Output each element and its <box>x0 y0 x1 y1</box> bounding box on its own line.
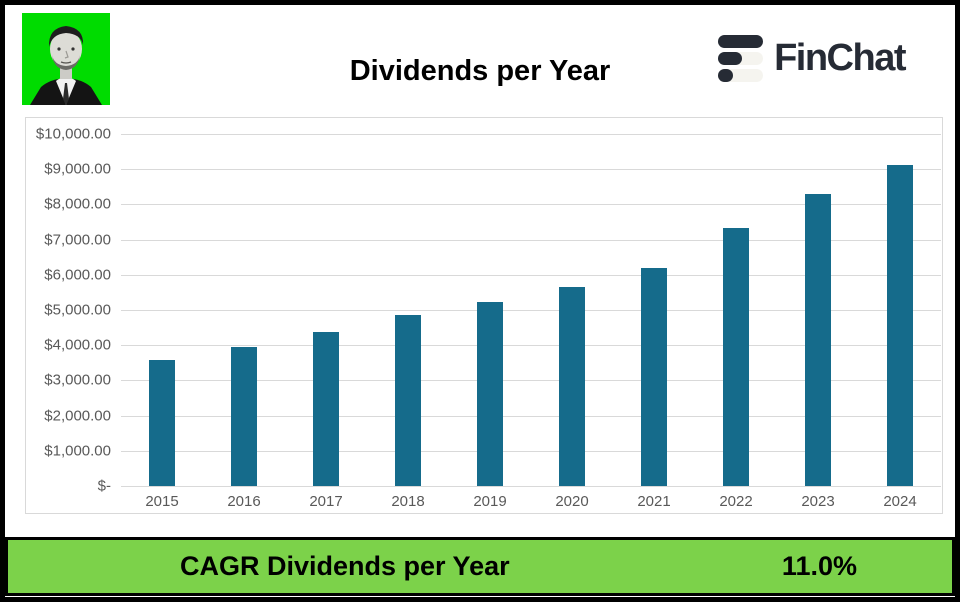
bar-slot <box>367 134 449 486</box>
bar-2022 <box>723 227 749 486</box>
gridline <box>121 415 941 417</box>
x-axis-labels: 2015 2016 2017 2018 2019 2020 2021 2022 2023 2024 <box>121 493 941 510</box>
bar-slot <box>777 134 859 486</box>
finchat-logo: FinChat <box>718 35 906 82</box>
gridline <box>121 345 941 347</box>
logo-bar-middle <box>718 52 764 65</box>
logo-bar-top <box>718 35 764 48</box>
x-tick-label: 2024 <box>883 493 917 510</box>
cagr-bar: CAGR Dividends per Year 11.0% <box>5 537 955 596</box>
gridline <box>121 274 941 276</box>
y-tick-label: $1,000.00 <box>44 442 111 460</box>
bar-2024 <box>887 164 913 486</box>
logo-bar-bottom <box>718 69 764 82</box>
x-tick-label: 2023 <box>801 493 835 510</box>
gridline <box>121 380 941 382</box>
y-tick-label: $7,000.00 <box>44 231 111 249</box>
cagr-value: 11.0% <box>781 551 857 581</box>
y-tick-label: $10,000.00 <box>35 125 111 143</box>
bar-2021 <box>641 267 667 486</box>
bar-2016 <box>231 347 257 486</box>
y-tick-label: $5,000.00 <box>44 301 111 319</box>
x-tick-label: 2017 <box>309 493 343 510</box>
bars <box>121 134 941 486</box>
portrait-photo <box>22 13 110 105</box>
chart-panel: $10,000.00 $9,000.00 $8,000.00 $7,000.00 $6,… <box>25 117 943 514</box>
bar-slot <box>695 134 777 486</box>
bar-2019 <box>477 302 503 486</box>
bar-slot <box>449 134 531 486</box>
x-tick-label: 2015 <box>145 493 179 510</box>
y-axis-labels: $10,000.00 $9,000.00 $8,000.00 $7,000.00 $6,… <box>26 126 111 495</box>
gridline <box>121 450 941 452</box>
x-tick-label: 2016 <box>227 493 261 510</box>
bar-2018 <box>395 315 421 486</box>
x-tick-label: 2022 <box>719 493 753 510</box>
bar-2023 <box>805 193 831 486</box>
finchat-logo-text: FinChat <box>774 37 906 79</box>
bar-2017 <box>313 331 339 486</box>
finchat-logo-icon <box>718 35 764 82</box>
y-tick-label: $6,000.00 <box>44 266 111 284</box>
y-tick-label: $4,000.00 <box>44 336 111 354</box>
x-tick-label: 2021 <box>637 493 671 510</box>
gridline <box>121 169 941 171</box>
avatar <box>22 13 110 105</box>
gridline <box>121 134 941 135</box>
y-tick-label: $8,000.00 <box>44 195 111 213</box>
y-tick-label: $9,000.00 <box>44 160 111 178</box>
gridline <box>121 310 941 311</box>
bar-slot <box>859 134 941 486</box>
bar-slot <box>121 134 203 486</box>
cagr-label: CAGR Dividends per Year <box>180 551 510 581</box>
bar-2020 <box>559 286 585 486</box>
y-tick-label: $- <box>97 477 111 495</box>
gridline <box>121 204 941 206</box>
x-tick-label: 2019 <box>473 493 507 510</box>
y-tick-label: $2,000.00 <box>44 407 111 425</box>
bar-2015 <box>149 359 175 486</box>
gridline <box>121 239 941 241</box>
x-tick-label: 2020 <box>555 493 589 510</box>
bar-slot <box>285 134 367 486</box>
plot-area <box>121 134 941 487</box>
bar-slot <box>613 134 695 486</box>
y-tick-label: $3,000.00 <box>44 371 111 389</box>
x-tick-label: 2018 <box>391 493 425 510</box>
chart-title: Dividends per Year <box>349 55 611 87</box>
gridline <box>121 486 941 487</box>
bar-slot <box>531 134 613 486</box>
bar-slot <box>203 134 285 486</box>
